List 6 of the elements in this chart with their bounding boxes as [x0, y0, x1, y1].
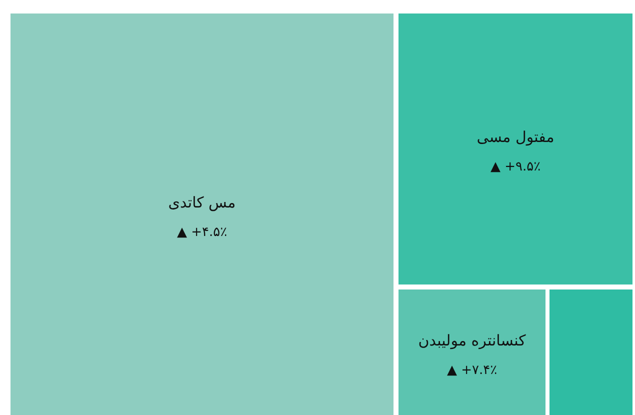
data-label: ▲ +۹.۵٪ [490, 160, 541, 174]
data-label: ▲ +۴.۵٪ [176, 225, 228, 240]
category-label: مفتول مسی [476, 128, 554, 146]
data-label: ▲ +۷.۴٪ [446, 363, 498, 378]
category-label: مس کاتدی [168, 194, 236, 212]
category-label: کنسانتره مولیبدن [418, 332, 527, 350]
